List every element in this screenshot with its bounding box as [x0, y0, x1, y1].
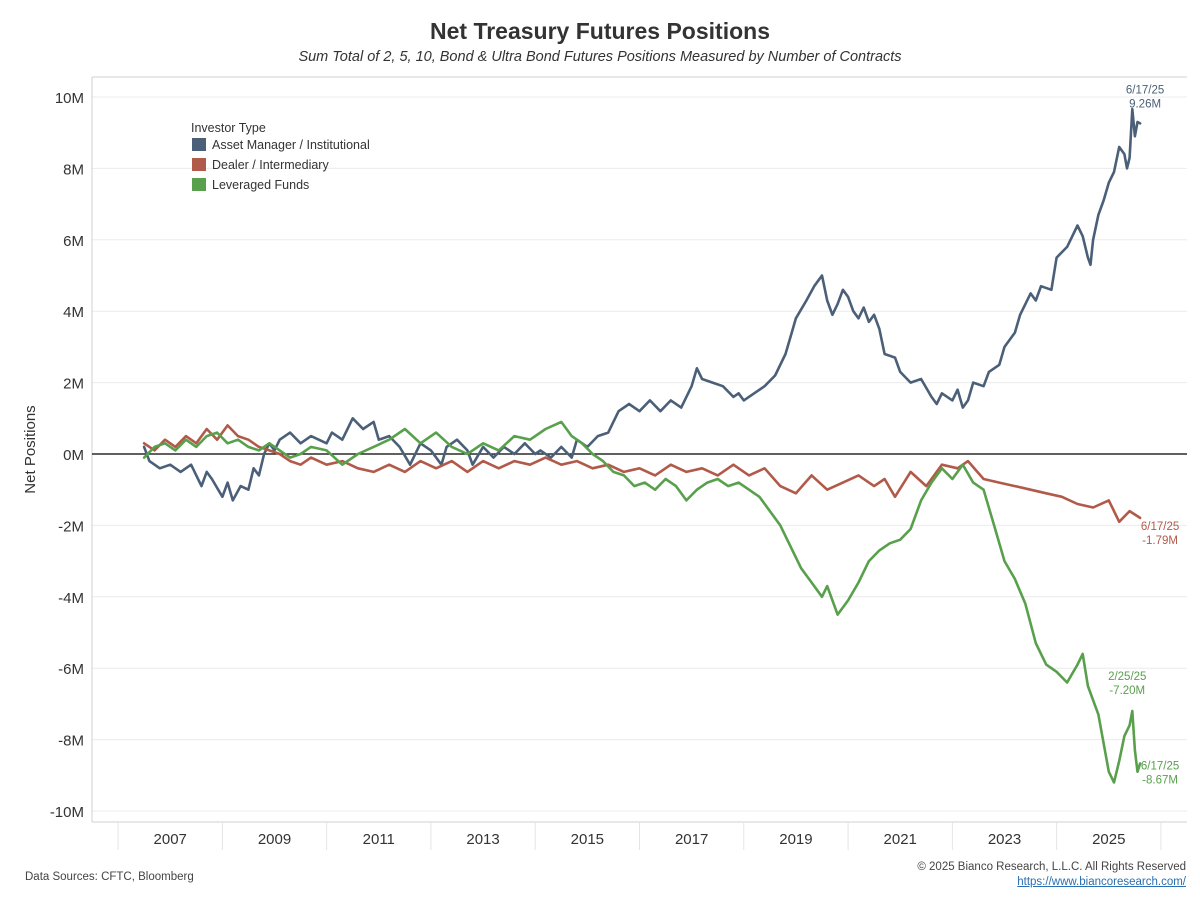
annotation-value: -8.67M: [1142, 775, 1178, 787]
annotation-date: 2/25/25: [1108, 671, 1146, 683]
series-line-2: [142, 420, 1142, 784]
website-link[interactable]: https://www.biancoresearch.com/: [1017, 876, 1186, 888]
y-tick-label: 8M: [63, 161, 84, 178]
x-tick-label: 2023: [988, 831, 1021, 848]
y-tick-label: 10M: [55, 90, 84, 107]
y-axis-title: Net Positions: [22, 405, 39, 493]
chart-subtitle: Sum Total of 2, 5, 10, Bond & Ultra Bond…: [298, 49, 902, 65]
axes: 10M 8M 6M 4M 2M 0M -2M -4M -6M -8M -10M 2007 2009 201…: [22, 76, 1187, 850]
copyright-text: © 2025 Bianco Research, L.L.C. All Right…: [917, 861, 1186, 873]
legend: Investor Type Asset Manager / Institution…: [191, 121, 370, 192]
annotation-date: 6/17/25: [1126, 84, 1164, 96]
x-tick-label: 2025: [1092, 831, 1125, 848]
x-tick-label: 2013: [466, 831, 499, 848]
y-tick-label: -8M: [58, 733, 84, 750]
x-tick-label: 2007: [154, 831, 187, 848]
y-tick-label: -10M: [50, 804, 84, 821]
series-line-1: [142, 424, 1142, 524]
y-tick-label: 2M: [63, 376, 84, 393]
annotations: 6/17/25 9.26M 6/17/25 -1.79M 2/25/25 -7.20M 6/…: [1108, 84, 1179, 786]
x-tick-label: 2019: [779, 831, 812, 848]
y-tick-label: 4M: [63, 304, 84, 321]
annotation-value: -7.20M: [1109, 685, 1145, 697]
legend-swatch: [192, 178, 206, 191]
legend-label: Dealer / Intermediary: [212, 158, 329, 172]
copyright-block: © 2025 Bianco Research, L.L.C. All Right…: [917, 860, 1186, 890]
x-tick-label: 2021: [884, 831, 917, 848]
x-tick-label: 2011: [363, 831, 395, 848]
data-sources: Data Sources: CFTC, Bloomberg: [25, 871, 194, 883]
x-tick-label: 2017: [675, 831, 708, 848]
y-tick-label: -4M: [58, 590, 84, 607]
series-line-0: [142, 107, 1142, 502]
x-tick-label: 2009: [258, 831, 291, 848]
chart-title: Net Treasury Futures Positions: [430, 18, 770, 44]
annotation-value: 9.26M: [1129, 98, 1161, 110]
annotation-date: 6/17/25: [1141, 521, 1179, 533]
y-tick-label: -6M: [58, 661, 84, 678]
annotation-value: -1.79M: [1142, 535, 1178, 547]
legend-swatch: [192, 138, 206, 151]
y-tick-label: -2M: [58, 518, 84, 535]
annotation-date: 6/17/25: [1141, 761, 1179, 773]
x-tick-label: 2015: [571, 831, 604, 848]
legend-title: Investor Type: [191, 121, 266, 135]
y-tick-label: 6M: [63, 233, 84, 250]
legend-label: Asset Manager / Institutional: [212, 138, 370, 152]
legend-label: Leveraged Funds: [212, 178, 309, 192]
series-layer: [142, 107, 1142, 784]
legend-swatch: [192, 158, 206, 171]
y-tick-label: 0M: [63, 447, 84, 464]
gridlines: [92, 96, 1187, 812]
